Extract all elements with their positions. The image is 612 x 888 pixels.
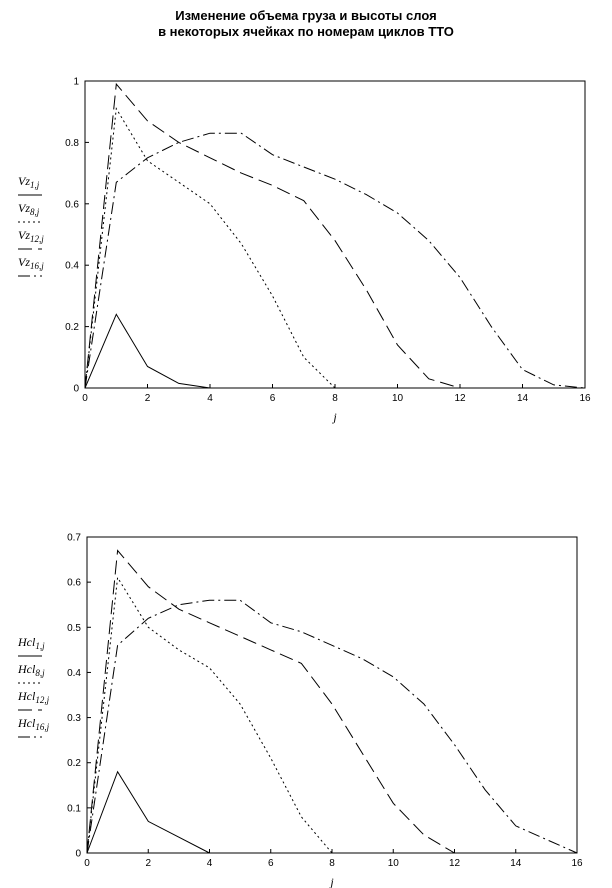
series-line-1-j xyxy=(84,313,211,389)
series-line-8-j xyxy=(84,107,336,389)
chart-height: 0 0.1 0.2 0.3 0.4 0.5 0.6 0.7 0 2 4 6 8 10 12 14 16 j Hcl1… xyxy=(17,533,583,888)
y-tick-label: 0 xyxy=(73,384,79,395)
legend-subscript: 16,j xyxy=(35,722,49,732)
x-tick-label: 12 xyxy=(454,393,466,404)
x-tick-label: 6 xyxy=(268,858,274,869)
series-line-12-j xyxy=(84,82,461,389)
y-tick-label: 0 xyxy=(75,849,81,860)
y-tick-label: 0.8 xyxy=(65,138,79,149)
x-tick-label: 10 xyxy=(392,393,404,404)
plot-frame xyxy=(86,536,578,854)
x-tick-label: 16 xyxy=(571,858,583,869)
x-tick-label: 4 xyxy=(207,858,213,869)
series-line-12-j xyxy=(86,549,455,854)
x-tick-label: 6 xyxy=(270,393,276,404)
legend-subscript: 1,j xyxy=(35,641,45,651)
legend-label: Vz8,j xyxy=(18,201,40,217)
x-tick-label: 8 xyxy=(329,858,335,869)
series-line-1-j xyxy=(86,770,210,854)
legend-label: Hcl1,j xyxy=(17,635,45,651)
legend-subscript: 1,j xyxy=(30,180,40,190)
y-tick-label: 1 xyxy=(73,77,79,88)
y-tick-label: 0.4 xyxy=(67,668,81,679)
x-tick-label: 12 xyxy=(449,858,461,869)
x-tick-label: 2 xyxy=(145,858,151,869)
x-tick-label: 14 xyxy=(517,393,529,404)
series-line-8-j xyxy=(86,576,333,854)
y-tick-label: 0.4 xyxy=(65,261,79,272)
x-axis-label: j xyxy=(328,875,334,888)
legend-subscript: 8,j xyxy=(30,207,40,217)
series-line-16-j xyxy=(84,132,586,389)
legend-label: Hcl8,j xyxy=(17,662,45,678)
chart-volume: 00.20.40.60.810 2 4 6 8 10 12 14 16jVz1,jVz8,jVz… xyxy=(18,77,591,424)
y-tick-label: 0.2 xyxy=(65,322,79,333)
y-tick-label: 0.7 xyxy=(67,533,81,544)
legend-subscript: 16,j xyxy=(30,261,44,271)
y-tick-label: 0.2 xyxy=(67,758,81,769)
x-tick-label: 0 xyxy=(84,858,90,869)
chart-title: Изменение объема груза и высоты слоя в н… xyxy=(0,8,612,40)
plot-frame xyxy=(84,80,586,389)
legend-label: Vz16,j xyxy=(18,255,44,271)
y-tick-label: 0.3 xyxy=(67,713,81,724)
y-tick-label: 0.1 xyxy=(67,803,81,814)
legend-label: Vz1,j xyxy=(18,174,40,190)
legend-subscript: 12,j xyxy=(30,234,44,244)
legend-label: Hcl12,j xyxy=(17,689,50,705)
x-tick-label: 14 xyxy=(510,858,522,869)
legend-label: Hcl16,j xyxy=(17,716,50,732)
title-line-2: в некоторых ячейках по номерам циклов ТТ… xyxy=(158,24,454,39)
x-tick-label: 0 xyxy=(82,393,88,404)
x-tick-label: 8 xyxy=(332,393,338,404)
x-axis-label: j xyxy=(331,410,337,424)
series-line-16-j xyxy=(86,599,578,854)
x-tick-label: 2 xyxy=(145,393,151,404)
y-tick-label: 0.5 xyxy=(67,623,81,634)
legend-subscript: 8,j xyxy=(35,668,45,678)
legend-label: Vz12,j xyxy=(18,228,44,244)
x-tick-label: 10 xyxy=(388,858,400,869)
title-line-1: Изменение объема груза и высоты слоя xyxy=(175,8,437,23)
y-tick-label: 0.6 xyxy=(65,199,79,210)
y-tick-label: 0.6 xyxy=(67,578,81,589)
x-tick-label: 4 xyxy=(207,393,213,404)
legend-subscript: 12,j xyxy=(35,695,49,705)
x-tick-label: 16 xyxy=(579,393,591,404)
